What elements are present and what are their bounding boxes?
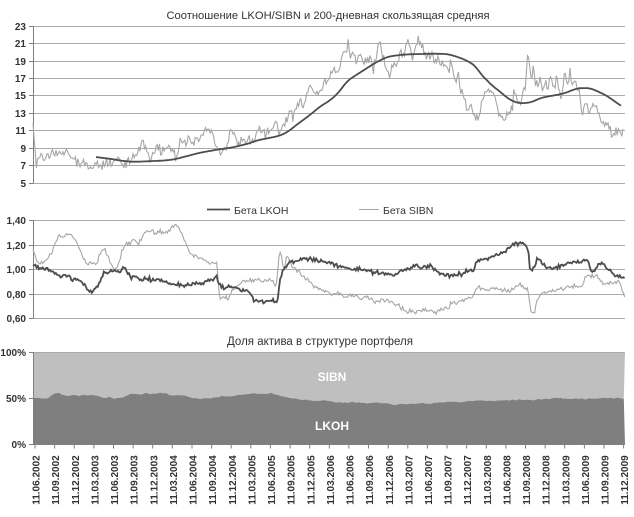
svg-text:11.12.2006: 11.12.2006 [385, 455, 396, 505]
svg-text:15: 15 [15, 91, 27, 102]
svg-text:11.03.2008: 11.03.2008 [483, 455, 494, 505]
svg-text:LKOH: LKOH [315, 419, 349, 433]
svg-text:11.03.2005: 11.03.2005 [247, 455, 258, 505]
svg-text:11.06.2007: 11.06.2007 [424, 455, 435, 505]
svg-text:11.09.2004: 11.09.2004 [208, 455, 219, 505]
svg-text:0,80: 0,80 [7, 290, 27, 301]
svg-text:11.09.2009: 11.09.2009 [601, 455, 612, 505]
svg-text:11.03.2004: 11.03.2004 [169, 455, 180, 505]
svg-text:11.06.2009: 11.06.2009 [581, 455, 592, 505]
svg-text:11.03.2006: 11.03.2006 [326, 455, 337, 505]
svg-text:9: 9 [20, 144, 26, 155]
svg-text:0%: 0% [12, 440, 27, 451]
svg-text:21: 21 [15, 39, 27, 50]
svg-text:11.12.2003: 11.12.2003 [149, 455, 160, 505]
svg-text:11.09.2006: 11.09.2006 [365, 455, 376, 505]
svg-text:Доля актива в структуре портфе: Доля актива в структуре портфеля [227, 336, 413, 348]
svg-text:11.12.2009: 11.12.2009 [620, 455, 631, 505]
svg-text:1,20: 1,20 [7, 241, 27, 252]
svg-text:11.09.2008: 11.09.2008 [522, 455, 533, 505]
svg-text:11.09.2003: 11.09.2003 [130, 455, 141, 505]
svg-text:11.09.2007: 11.09.2007 [444, 455, 455, 505]
svg-text:11.03.2009: 11.03.2009 [561, 455, 572, 505]
svg-text:11.06.2006: 11.06.2006 [346, 455, 357, 505]
svg-text:1,40: 1,40 [7, 216, 27, 227]
svg-text:5: 5 [20, 179, 26, 190]
svg-text:11: 11 [15, 126, 26, 137]
svg-text:Бета SIBN: Бета SIBN [383, 205, 433, 217]
svg-text:11.12.2002: 11.12.2002 [71, 455, 82, 505]
svg-text:11.06.2005: 11.06.2005 [267, 455, 278, 505]
svg-text:Бета LKOH: Бета LKOH [234, 205, 288, 217]
svg-text:7: 7 [20, 161, 26, 172]
svg-text:SIBN: SIBN [318, 370, 347, 384]
svg-text:11.09.2005: 11.09.2005 [287, 455, 298, 505]
svg-text:11.12.2007: 11.12.2007 [463, 455, 474, 505]
svg-text:100%: 100% [0, 348, 26, 359]
svg-text:11.03.2003: 11.03.2003 [91, 455, 102, 505]
svg-text:50%: 50% [6, 394, 26, 405]
svg-text:13: 13 [15, 109, 27, 120]
svg-text:11.06.2002: 11.06.2002 [32, 455, 43, 505]
svg-text:Соотношение LKOH/SIBN и 200-дн: Соотношение LKOH/SIBN и 200-дневная скол… [166, 10, 489, 22]
svg-text:11.06.2004: 11.06.2004 [189, 455, 200, 505]
svg-text:1,00: 1,00 [7, 265, 27, 276]
svg-text:11.12.2008: 11.12.2008 [542, 455, 553, 505]
svg-text:11.03.2007: 11.03.2007 [404, 455, 415, 505]
svg-text:11.06.2008: 11.06.2008 [503, 455, 514, 505]
svg-text:19: 19 [15, 57, 27, 68]
svg-text:17: 17 [15, 74, 27, 85]
svg-text:23: 23 [15, 22, 27, 33]
svg-text:11.06.2003: 11.06.2003 [110, 455, 121, 505]
svg-text:11.12.2004: 11.12.2004 [228, 455, 239, 505]
svg-text:11.12.2005: 11.12.2005 [306, 455, 317, 505]
svg-text:11.09.2002: 11.09.2002 [51, 455, 62, 505]
svg-text:0,60: 0,60 [7, 314, 27, 325]
